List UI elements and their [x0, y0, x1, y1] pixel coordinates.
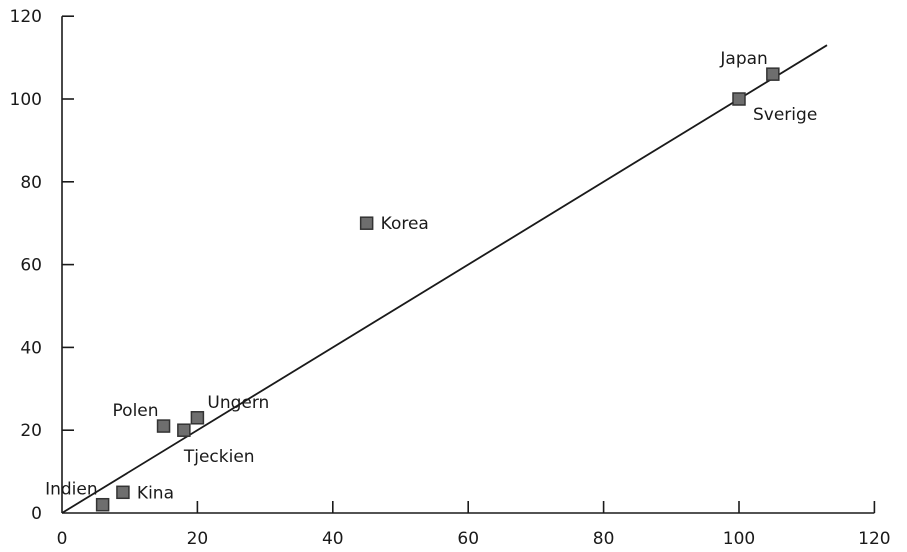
y-tick-label: 100 — [10, 90, 42, 110]
point-marker — [359, 216, 374, 230]
y-tick-label: 20 — [20, 421, 42, 441]
data-point: Indien — [45, 480, 110, 512]
point-marker — [156, 419, 171, 433]
point-label: Korea — [381, 214, 429, 234]
x-tick-label: 20 — [187, 529, 209, 549]
y-tick-label: 40 — [20, 338, 42, 358]
point-label: Sverige — [753, 105, 817, 125]
point-marker — [732, 92, 746, 106]
point-marker — [95, 497, 110, 512]
x-tick-label: 120 — [858, 529, 890, 549]
x-axis-ticks: 0 20 40 60 80 100 120 — [57, 501, 891, 549]
trend-line — [61, 44, 828, 514]
data-point: Polen — [113, 401, 171, 433]
y-tick-label: 120 — [10, 7, 42, 27]
point-marker — [116, 485, 130, 500]
data-point: Tjeckien — [177, 423, 255, 467]
x-tick-label: 100 — [723, 529, 755, 549]
point-label: Japan — [719, 49, 767, 69]
data-points: Indien Kina Polen Tjeckien Ungern Korea Sverig… — [45, 49, 817, 512]
x-tick-label: 80 — [593, 529, 615, 549]
point-label: Ungern — [207, 393, 269, 413]
y-axis-ticks: 0 20 40 60 80 100 120 — [10, 7, 74, 524]
point-marker — [177, 423, 191, 437]
point-label: Indien — [45, 480, 98, 500]
x-tick-label: 0 — [57, 529, 68, 549]
y-tick-label: 60 — [20, 256, 42, 276]
point-label: Polen — [113, 401, 159, 421]
point-label: Kina — [137, 483, 174, 503]
x-tick-label: 60 — [457, 529, 479, 549]
point-marker — [766, 67, 780, 81]
point-label: Tjeckien — [183, 447, 255, 467]
y-tick-label: 80 — [20, 173, 42, 193]
y-tick-label: 0 — [31, 504, 42, 524]
data-point: Ungern — [190, 393, 269, 425]
point-marker — [190, 411, 205, 425]
data-point: Korea — [359, 214, 429, 234]
data-point: Kina — [116, 483, 174, 503]
data-point: Japan — [719, 49, 780, 81]
data-point: Sverige — [732, 92, 817, 125]
x-tick-label: 40 — [322, 529, 344, 549]
